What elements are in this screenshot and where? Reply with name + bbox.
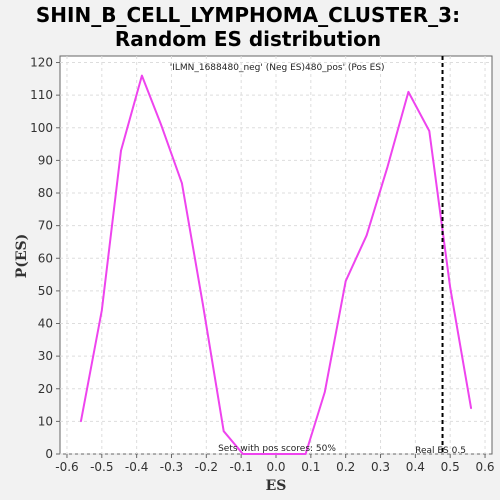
y-tick-label-3: 30 [38, 349, 53, 363]
series-point-0-14 [365, 234, 368, 237]
pos-scores-annotation: Sets with pos scores: 50% [218, 444, 336, 454]
series-point-0-13 [344, 280, 347, 282]
x-tick-label-10: 0.4 [406, 460, 425, 474]
x-tick-label-5: -0.1 [229, 460, 252, 474]
y-tick-label-7: 70 [38, 219, 53, 233]
y-tick-label-5: 50 [38, 284, 53, 298]
series-point-0-16 [407, 91, 410, 93]
series-point-0-17 [428, 130, 431, 132]
series-point-0-9 [261, 453, 263, 455]
series-point-0-5 [181, 182, 183, 185]
x-axis-title: ES [266, 478, 287, 494]
grid-lines [60, 56, 492, 455]
series-point-0-18 [449, 286, 451, 289]
y-tick-label-8: 80 [38, 186, 53, 200]
series-point-0-11 [304, 453, 307, 455]
series-point-0-3 [141, 74, 143, 77]
y-tick-label-11: 110 [30, 88, 53, 102]
series-point-0-19 [470, 407, 472, 410]
y-tick-label-2: 20 [38, 382, 53, 396]
chart-title-line1: SHIN_B_CELL_LYMPHOMA_CLUSTER_3: [36, 3, 460, 27]
y-tick-label-0: 0 [45, 447, 53, 461]
series-layer [79, 74, 473, 455]
series-point-0-8 [242, 453, 244, 455]
series-point-0-7 [222, 430, 225, 432]
series-point-0-12 [323, 391, 326, 393]
series-point-0-1 [101, 309, 103, 312]
x-tick-label-3: -0.3 [160, 460, 183, 474]
x-tick-label-0: -0.6 [55, 460, 78, 474]
x-tick-label-9: 0.3 [371, 460, 390, 474]
x-tick-label-6: 0.0 [266, 460, 285, 474]
x-tick-label-12: 0.6 [475, 460, 494, 474]
y-tick-label-12: 120 [30, 56, 53, 70]
y-tick-label-6: 60 [38, 251, 53, 265]
y-axis-title: P(ES) [14, 234, 30, 279]
series-point-0-2 [120, 149, 122, 152]
x-tick-label-4: -0.2 [195, 460, 218, 474]
series-point-0-10 [282, 453, 284, 455]
y-tick-label-4: 40 [38, 317, 53, 331]
series-point-0-4 [160, 123, 162, 126]
x-tick-label-1: -0.5 [90, 460, 113, 474]
axis-ticks: -0.6 -0.5 -0.4 -0.3 -0.2 -0.1 0.0 0.1 0.2 0.3 0.4 0… [30, 56, 494, 474]
y-tick-label-1: 10 [38, 414, 53, 428]
series-point-0-6 [202, 303, 204, 305]
x-tick-label-11: 0.5 [441, 460, 460, 474]
series-line-0 [79, 74, 473, 455]
x-tick-label-8: 0.2 [336, 460, 355, 474]
legend-neg-label: 'ILMN_1688480_neg' (Neg ES) [170, 63, 305, 73]
x-tick-label-7: 0.1 [301, 460, 320, 474]
legend-pos-label: 480_pos' (Pos ES) [305, 63, 385, 73]
x-tick-label-2: -0.4 [125, 460, 148, 474]
series-point-0-0 [80, 420, 82, 423]
y-tick-label-9: 90 [38, 153, 53, 167]
real-es-label: Real ES 0.5 [415, 446, 466, 456]
y-tick-label-10: 100 [30, 121, 53, 135]
chart-title-line2: Random ES distribution [115, 27, 381, 51]
series-point-0-15 [386, 166, 389, 168]
